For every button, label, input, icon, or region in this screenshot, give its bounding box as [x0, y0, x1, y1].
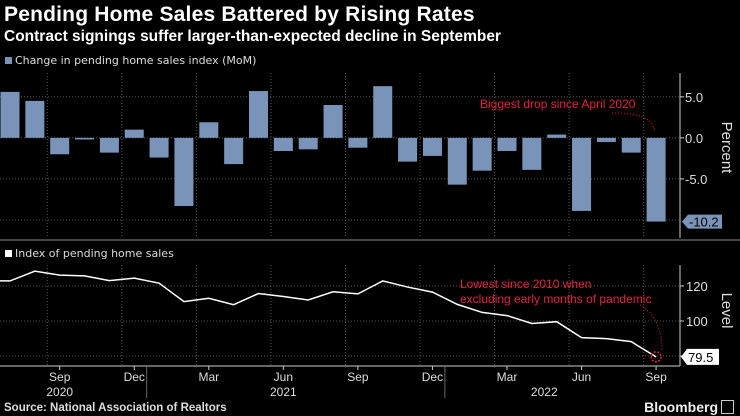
bar-apr-2022 [522, 137, 542, 170]
index-line [0, 270, 657, 358]
bar-may-2022 [547, 134, 567, 138]
bar-aug-2020 [25, 100, 45, 138]
bar-oct-2020 [75, 137, 95, 140]
x-year-label: 2021 [270, 385, 297, 399]
x-tick-label: Dec [422, 370, 443, 384]
legend-line: Index of pending home sales [5, 247, 174, 260]
bar-may-2021 [249, 91, 268, 138]
legend-swatch-line [5, 250, 12, 257]
y-tick-label: -5.0 [685, 172, 707, 187]
bar-dec-2020 [124, 129, 144, 138]
x-tick-label: Dec [124, 370, 145, 384]
y-axis-title: Level [718, 293, 735, 329]
annotation-text: Biggest drop since April 2020 [480, 97, 636, 111]
last-value-label: -10.2 [689, 215, 719, 230]
annotation-leader [611, 112, 656, 131]
bar-apr-2021 [224, 137, 244, 165]
chart-title: Pending Home Sales Battered by Rising Ra… [4, 3, 475, 26]
bar-mar-2021 [199, 122, 219, 138]
bar-jun-2022 [572, 137, 592, 211]
bar-aug-2021 [323, 105, 343, 138]
x-tick-label: Jun [572, 370, 591, 384]
x-tick-label: Jun [274, 370, 293, 384]
bar-jan-2021 [149, 137, 169, 158]
bar-sep-2021 [348, 137, 368, 148]
bar-jun-2021 [273, 137, 293, 151]
bar-dec-2021 [422, 137, 442, 156]
brand-label: Bloomberg [644, 399, 718, 415]
legend-label-line: Index of pending home sales [15, 247, 174, 260]
bar-jul-2020 [0, 91, 20, 138]
y-tick-label: 120 [686, 279, 708, 294]
bloomberg-mark-icon [721, 400, 734, 414]
x-tick-label: Sep [347, 370, 369, 384]
bloomberg-logo: Bloomberg [644, 399, 734, 415]
annotation-leader [639, 304, 663, 351]
annotation-text: excluding early months of pandemic [460, 292, 651, 306]
bar-nov-2021 [398, 137, 418, 162]
last-value-label: 79.5 [688, 350, 713, 365]
source-note: Source: National Association of Realtors [4, 402, 227, 414]
bar-aug-2022 [621, 137, 641, 153]
x-tick-label: Mar [198, 370, 219, 384]
y-axis-title: Percent [718, 122, 735, 175]
y-tick-label: 5.0 [685, 90, 703, 105]
chart-subtitle: Contract signings suffer larger-than-exp… [4, 28, 501, 45]
legend-swatch-bars [5, 57, 12, 64]
last-value-tag [681, 348, 719, 365]
bar-jan-2022 [447, 137, 467, 185]
x-year-label: 2020 [46, 385, 73, 399]
x-tick-label: Sep [49, 370, 71, 384]
bar-nov-2020 [99, 137, 119, 153]
legend-label-bars: Change in pending home sales index (MoM) [15, 54, 257, 67]
last-value-tag [682, 214, 722, 229]
legend-bars: Change in pending home sales index (MoM) [5, 54, 256, 67]
y-tick-label: 100 [686, 314, 708, 329]
annotation-circle [650, 351, 662, 363]
bar-oct-2021 [373, 86, 393, 138]
bar-sep-2020 [50, 137, 70, 155]
x-tick-label: Mar [497, 370, 518, 384]
bar-jul-2021 [298, 137, 318, 150]
bar-sep-2022 [646, 137, 666, 222]
bar-mar-2022 [497, 137, 517, 151]
bar-feb-2021 [174, 137, 194, 206]
bar-jul-2022 [596, 137, 616, 142]
y-tick-label: 0.0 [685, 131, 703, 146]
bar-feb-2022 [472, 137, 492, 171]
x-year-label: 2022 [531, 385, 558, 399]
x-tick-label: Sep [645, 370, 667, 384]
annotation-text: Lowest since 2010 when [460, 277, 591, 291]
